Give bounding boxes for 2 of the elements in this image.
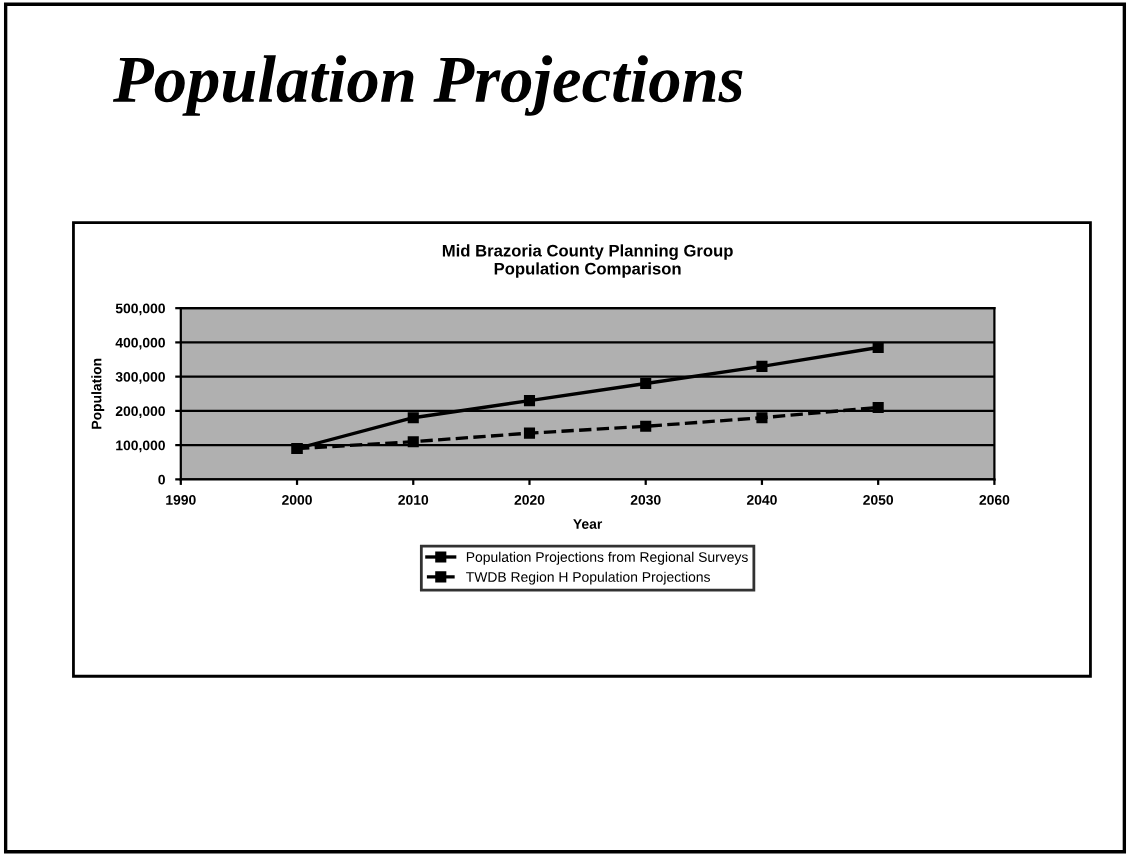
chart-title: Population Projections: [112, 55, 743, 116]
chart-subtitle: Mid Brazoria County Planning Group Population Comparison: [442, 244, 733, 278]
